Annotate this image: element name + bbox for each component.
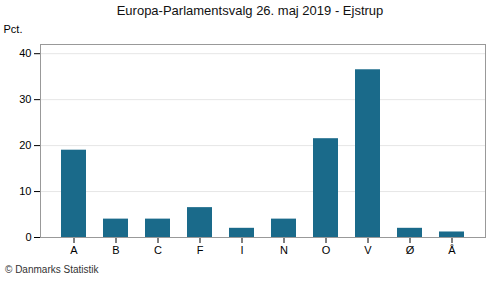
svg-text:F: F bbox=[197, 244, 204, 256]
svg-text:V: V bbox=[364, 244, 372, 256]
svg-text:20: 20 bbox=[19, 139, 31, 151]
svg-text:Pct.: Pct. bbox=[4, 23, 23, 35]
svg-text:30: 30 bbox=[19, 93, 31, 105]
svg-text:Å: Å bbox=[448, 244, 456, 256]
html-text:Europa-Parlamentsvalg 26. maj: Europa-Parlamentsvalg 26. maj 2019 - Ejs… bbox=[116, 3, 384, 18]
svg-text:B: B bbox=[112, 244, 119, 256]
svg-text:O: O bbox=[322, 244, 331, 256]
svg-text:I: I bbox=[240, 244, 243, 256]
svg-text:40: 40 bbox=[19, 47, 31, 59]
svg-text:0: 0 bbox=[25, 231, 31, 243]
svg-text:N: N bbox=[280, 244, 288, 256]
svg-text:10: 10 bbox=[19, 185, 31, 197]
svg-text:C: C bbox=[154, 244, 162, 256]
html-text:© Danmarks Statistik: © Danmarks Statistik bbox=[5, 264, 99, 275]
svg-text:Ø: Ø bbox=[406, 244, 415, 256]
svg-text:A: A bbox=[70, 244, 78, 256]
